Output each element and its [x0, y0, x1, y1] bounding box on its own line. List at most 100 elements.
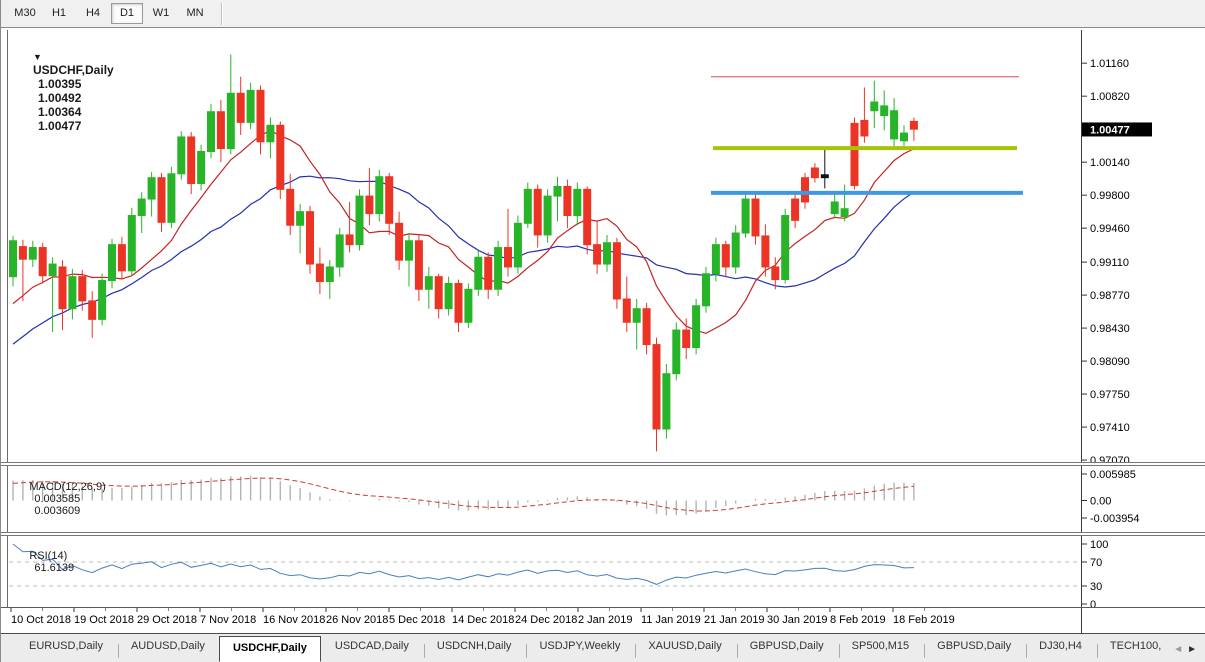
tab-audusd-daily[interactable]: AUDUSD,Daily — [116, 639, 219, 662]
timeframe-D1[interactable]: D1 — [111, 3, 143, 24]
candlestick-chart[interactable]: 1.01160 1.00820 1.00477 1.00140 0.99800 0.994… — [1, 30, 1205, 462]
timeframe-MN[interactable]: MN — [179, 3, 211, 24]
candle-body — [256, 89, 265, 143]
date-axis-label: 11 Jan 2019 — [641, 614, 701, 626]
candle-body — [375, 176, 384, 215]
tab-usdcad-daily[interactable]: USDCAD,Daily — [320, 639, 423, 662]
candle-body — [830, 201, 839, 215]
rsi-chart[interactable]: 100 70 30 0 — [1, 536, 1205, 607]
candle-body — [355, 195, 364, 246]
candle-body — [791, 198, 800, 221]
macd-panel[interactable]: 0.005985 0.00 -0.003954 MACD(12,26,9) 0.00… — [1, 466, 1205, 532]
chart-header: ▼ USDCHF,Daily 1.00395 1.00492 1.00364 1… — [13, 35, 114, 147]
date-axis-label: 14 Dec 2018 — [452, 614, 514, 626]
candle-body — [236, 92, 245, 123]
rsi-panel[interactable]: 100 70 30 0 RSI(14) 61.6139 — [1, 536, 1205, 607]
timeframe-W1[interactable]: W1 — [145, 3, 177, 24]
tab-usdjpy-weekly[interactable]: USDJPY,Weekly — [525, 639, 635, 662]
timeframe-toolbar: M30 H1 H4 D1 W1 MN — [1, 0, 1205, 28]
candle-body — [167, 173, 176, 223]
candle-body — [721, 244, 730, 268]
candle-body — [157, 177, 166, 223]
candle-body — [593, 244, 602, 265]
tab-gbpusd-daily[interactable]: GBPUSD,Daily — [735, 639, 838, 662]
price-axis-label: 0.99460 — [1090, 223, 1130, 235]
candle-body — [474, 256, 483, 290]
price-axis-label: 1.01160 — [1090, 58, 1129, 70]
candle-body — [276, 124, 285, 190]
tab-scroll-arrows: ◄► — [1173, 644, 1201, 655]
date-axis: 10 Oct 2018 19 Oct 2018 29 Oct 2018 7 Nov 2… — [1, 607, 1205, 633]
price-axis-label: 0.98090 — [1090, 356, 1130, 368]
date-axis-label: 2 Jan 2019 — [578, 614, 632, 626]
doji-candle-body — [820, 174, 829, 179]
price-axis-label: 0.99110 — [1090, 257, 1129, 269]
date-axis-label: 10 Oct 2018 — [11, 614, 71, 626]
candle-body — [296, 211, 305, 226]
current-price-marker — [1082, 122, 1152, 137]
timeframe-buttons: M30 H1 H4 D1 W1 MN — [9, 3, 213, 24]
rsi-header: RSI(14) 61.6139 — [11, 538, 74, 586]
tab-tech100-[interactable]: TECH100, — [1095, 639, 1176, 662]
ma-fast-line — [12, 129, 915, 335]
tab-usdcnh-daily[interactable]: USDCNH,Daily — [422, 639, 526, 662]
candle-body — [603, 242, 611, 265]
tab-sp500-m15[interactable]: SP500,M15 — [837, 639, 924, 662]
candle-body — [444, 282, 453, 310]
tab-gbpusd-daily[interactable]: GBPUSD,Daily — [923, 639, 1026, 662]
rsi-line — [12, 543, 914, 585]
candle-body — [147, 177, 156, 200]
date-axis-label: 5 Dec 2018 — [389, 614, 445, 626]
candle-body — [98, 280, 107, 320]
candle-body — [860, 119, 869, 137]
price-axis-label: 0.98430 — [1090, 323, 1130, 335]
macd-axis-label: 0.00 — [1090, 496, 1111, 508]
symbol-dropdown-icon[interactable]: ▼ — [33, 52, 42, 62]
date-axis-label: 7 Nov 2018 — [200, 614, 256, 626]
candle-body — [434, 276, 443, 310]
candle-body — [632, 308, 641, 323]
candle-body — [335, 234, 344, 268]
main-chart-panel[interactable]: 1.01160 1.00820 1.00477 1.00140 0.99800 0.994… — [1, 30, 1205, 462]
tab-dj30-h4[interactable]: DJ30,H4 — [1025, 639, 1096, 662]
rsi-label: RSI(14) — [29, 550, 68, 562]
candle-body — [850, 122, 859, 186]
ohlc-low: 1.00364 — [38, 105, 82, 119]
macd-signal-line — [12, 477, 914, 512]
timeframe-H4[interactable]: H4 — [77, 3, 109, 24]
candle-body — [771, 266, 780, 281]
panel-splitter[interactable] — [1, 462, 1205, 466]
candle-body — [909, 120, 918, 130]
date-axis-label: 29 Oct 2018 — [137, 614, 197, 626]
panel-splitter[interactable] — [1, 532, 1205, 536]
ohlc-close: 1.00477 — [38, 119, 82, 133]
candle-body — [751, 198, 760, 237]
price-axis-label: 0.97410 — [1090, 422, 1130, 434]
candle-body — [395, 222, 404, 261]
date-axis-label: 18 Feb 2019 — [893, 614, 955, 626]
tab-usdchf-daily[interactable]: USDCHF,Daily — [218, 636, 321, 662]
candle-body — [187, 136, 196, 185]
candle-body — [177, 136, 186, 175]
rsi-axis-label: 30 — [1090, 581, 1102, 593]
candle-body — [533, 188, 542, 236]
candle-body — [216, 111, 225, 150]
macd-axis-label: 0.005985 — [1090, 469, 1136, 481]
macd-chart[interactable]: 0.005985 0.00 -0.003954 — [1, 466, 1205, 532]
timeframe-H1[interactable]: H1 — [43, 3, 75, 24]
rsi-axis-label: 0 — [1090, 599, 1096, 607]
candle-body — [414, 240, 423, 290]
candle-body — [731, 232, 740, 268]
candle-body — [108, 244, 116, 282]
date-axis-label: 26 Nov 2018 — [326, 614, 388, 626]
tab-scroll-right-icon[interactable]: ► — [1187, 644, 1201, 655]
candle-body — [306, 211, 314, 265]
candle-body — [137, 198, 146, 217]
tab-scroll-left-icon[interactable]: ◄ — [1173, 644, 1188, 655]
tab-xauusd-daily[interactable]: XAUUSD,Daily — [634, 639, 736, 662]
candle-body — [494, 247, 503, 290]
candle-body — [563, 185, 572, 217]
timeframe-M30[interactable]: M30 — [9, 3, 41, 24]
tab-eurusd-daily[interactable]: EURUSD,Daily — [15, 639, 117, 662]
